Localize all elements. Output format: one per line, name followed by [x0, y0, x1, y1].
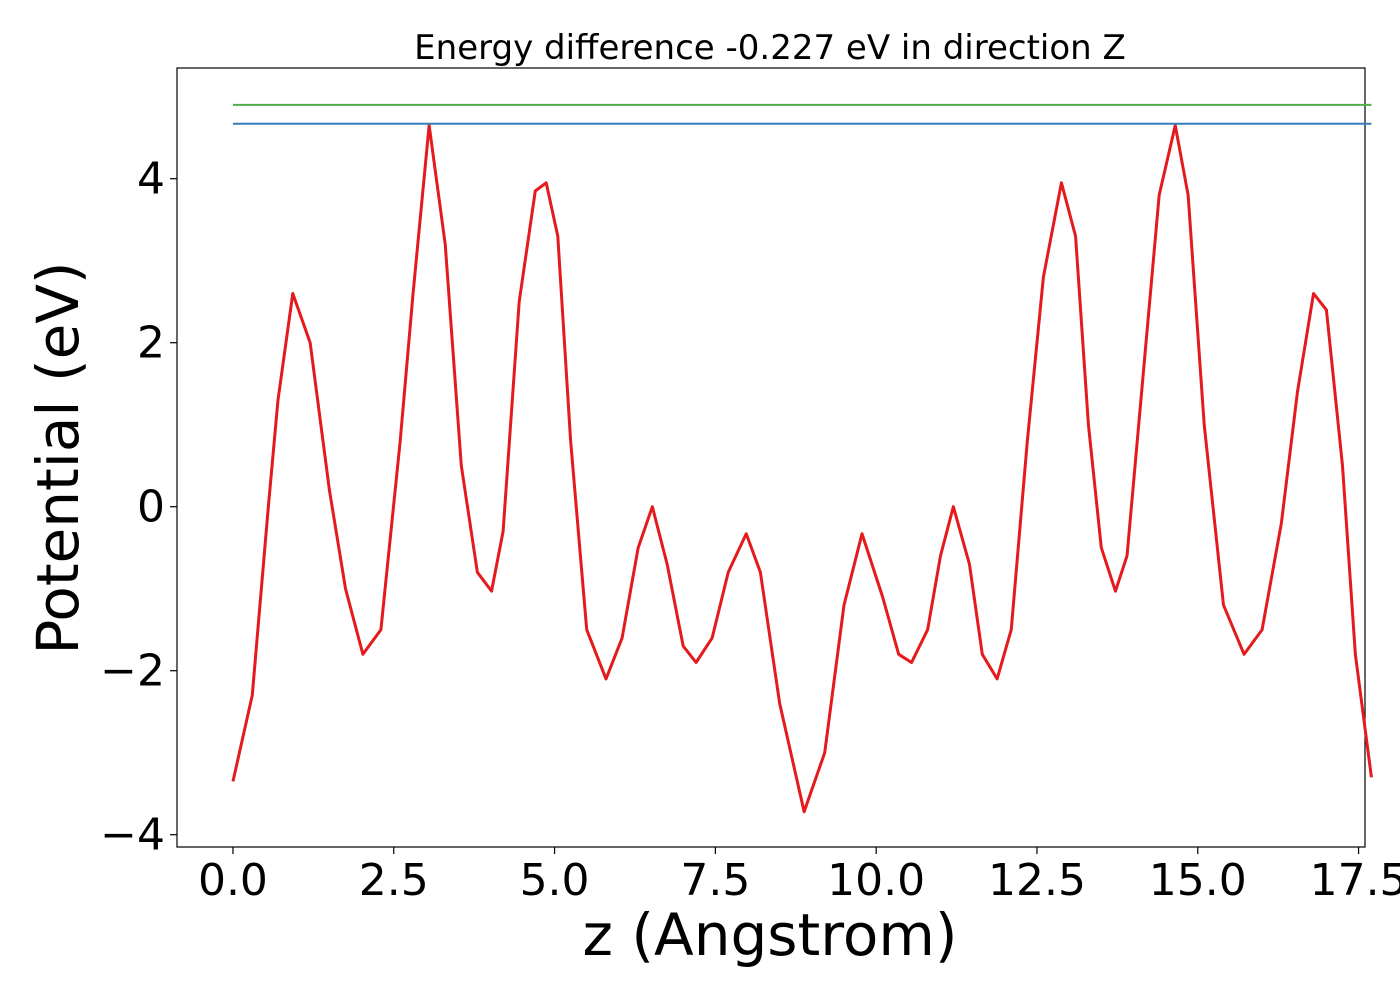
x-axis-label: z (Angstrom)	[583, 901, 958, 969]
y-tick-label: −4	[100, 810, 165, 861]
x-axis: 0.0 2.5 5.0 7.5 10.0 12.5 15.0 17.5	[198, 847, 1400, 906]
y-tick-label: 2	[137, 318, 165, 369]
x-tick-label: 0.0	[198, 855, 268, 906]
chart-title: Energy difference -0.227 eV in direction…	[414, 28, 1126, 68]
series-line-potential	[231, 123, 1373, 814]
x-tick-label: 10.0	[827, 855, 925, 906]
x-tick-label: 5.0	[520, 855, 590, 906]
series-layer	[231, 103, 1373, 814]
y-tick-label: 0	[137, 482, 165, 533]
y-axis-label: Potential (eV)	[24, 261, 92, 654]
x-tick-label: 2.5	[359, 855, 429, 906]
x-tick-label: 12.5	[988, 855, 1086, 906]
y-axis: −4 −2 0 2 4	[100, 154, 177, 861]
x-tick-label: 15.0	[1149, 855, 1247, 906]
y-tick-label: −2	[100, 646, 165, 697]
x-tick-label: 17.5	[1310, 855, 1400, 906]
plot-area	[176, 67, 1366, 848]
y-tick-label: 4	[137, 154, 165, 205]
x-tick-label: 7.5	[680, 855, 750, 906]
